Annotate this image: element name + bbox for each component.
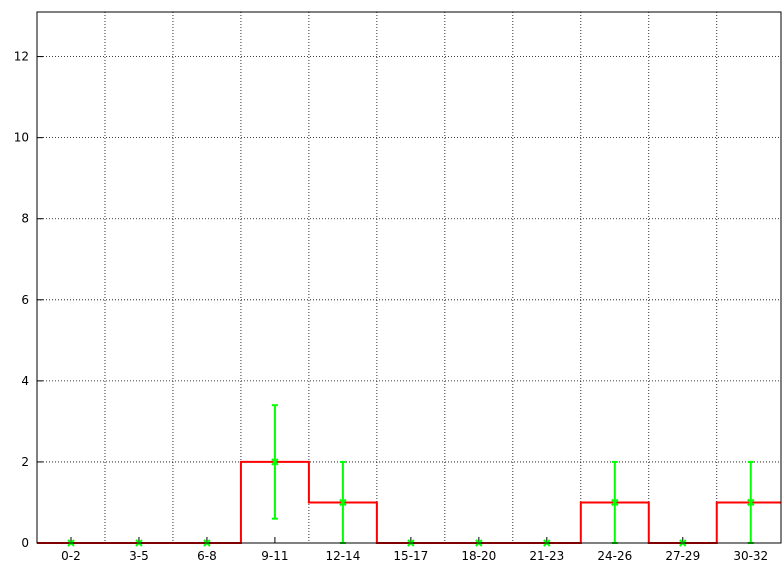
y-tick-label: 12 <box>14 50 29 64</box>
x-tick-label: 3-5 <box>129 549 149 563</box>
x-axis: 0-2 3-5 6-8 9-11 12-14 15-17 18-20 21-23 24-26 27… <box>61 537 768 563</box>
x-tick-label: 15-17 <box>393 549 428 563</box>
y-tick-label: 4 <box>21 374 29 388</box>
y-tick-label: 2 <box>21 455 29 469</box>
point-marker <box>747 498 755 507</box>
histogram-series <box>37 460 781 544</box>
x-tick-label: 9-11 <box>261 549 288 563</box>
y-axis: 0 2 4 6 8 10 12 <box>14 50 43 550</box>
x-tick-label: 30-32 <box>733 549 768 563</box>
data-point <box>271 404 279 520</box>
y-tick-label: 0 <box>21 536 29 550</box>
y-tick-label: 8 <box>21 212 29 226</box>
y-tick-label: 6 <box>21 293 29 307</box>
x-tick-label: 0-2 <box>61 549 81 563</box>
x-tick-label: 12-14 <box>325 549 360 563</box>
point-marker <box>611 498 619 507</box>
y-tick-label: 10 <box>14 131 29 145</box>
x-tick-label: 24-26 <box>597 549 632 563</box>
point-marker <box>271 458 279 466</box>
x-tick-label: 27-29 <box>665 549 700 563</box>
grid <box>37 12 781 543</box>
plot-frame <box>36 11 782 544</box>
point-marker <box>339 498 347 507</box>
histogram-step-line <box>37 460 781 544</box>
x-tick-label: 21-23 <box>529 549 564 563</box>
x-tick-label: 18-20 <box>461 549 496 563</box>
x-tick-label: 6-8 <box>197 549 217 563</box>
error-bars <box>67 404 755 547</box>
